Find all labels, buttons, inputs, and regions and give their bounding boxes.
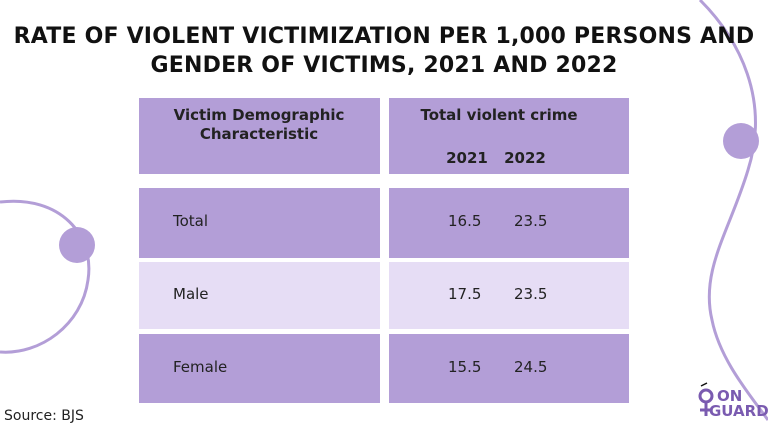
value-2021: 16.5 <box>448 212 482 230</box>
value-2021: 17.5 <box>448 285 482 303</box>
header-year-2021: 2021 <box>446 149 488 167</box>
row-label: Total <box>173 212 209 230</box>
header-col1: Victim Demographic Characteristic <box>139 98 380 174</box>
on-guard-logo: ON GUARD <box>697 382 768 422</box>
logo-line-1: ON <box>717 387 743 405</box>
row-label: Female <box>173 358 228 376</box>
page-title: RATE OF VIOLENT VICTIMIZATION PER 1,000 … <box>0 22 768 80</box>
header-col2-label: Total violent crime <box>420 106 578 124</box>
table-row-female-values-cell: 15.5 24.5 <box>389 334 629 403</box>
right-circle <box>723 123 759 159</box>
value-2022: 24.5 <box>514 358 548 376</box>
header-year-2022: 2022 <box>504 149 546 167</box>
table-row-total-label-cell: Total <box>139 188 380 258</box>
header-col2: Total violent crime 2021 2022 <box>389 98 629 174</box>
value-2021: 15.5 <box>448 358 482 376</box>
row-label: Male <box>173 285 209 303</box>
header-col1-label: Victim Demographic Characteristic <box>173 106 345 143</box>
left-arc <box>0 199 91 354</box>
value-2022: 23.5 <box>514 285 548 303</box>
table-row-male-label-cell: Male <box>139 262 380 329</box>
table-row-female-label-cell: Female <box>139 334 380 403</box>
source-note: Source: BJS <box>4 408 84 424</box>
right-curve <box>698 0 768 421</box>
title-line-1: RATE OF VIOLENT VICTIMIZATION PER 1,000 … <box>13 24 755 49</box>
female-symbol-icon <box>698 382 714 416</box>
title-line-2: GENDER OF VICTIMS, 2021 AND 2022 <box>150 53 618 78</box>
value-2022: 23.5 <box>514 212 548 230</box>
table-row-male-values-cell: 17.5 23.5 <box>389 262 629 329</box>
logo-line-2: GUARD <box>709 402 768 420</box>
table-row-total-values-cell: 16.5 23.5 <box>389 188 629 258</box>
left-circle <box>59 227 95 263</box>
